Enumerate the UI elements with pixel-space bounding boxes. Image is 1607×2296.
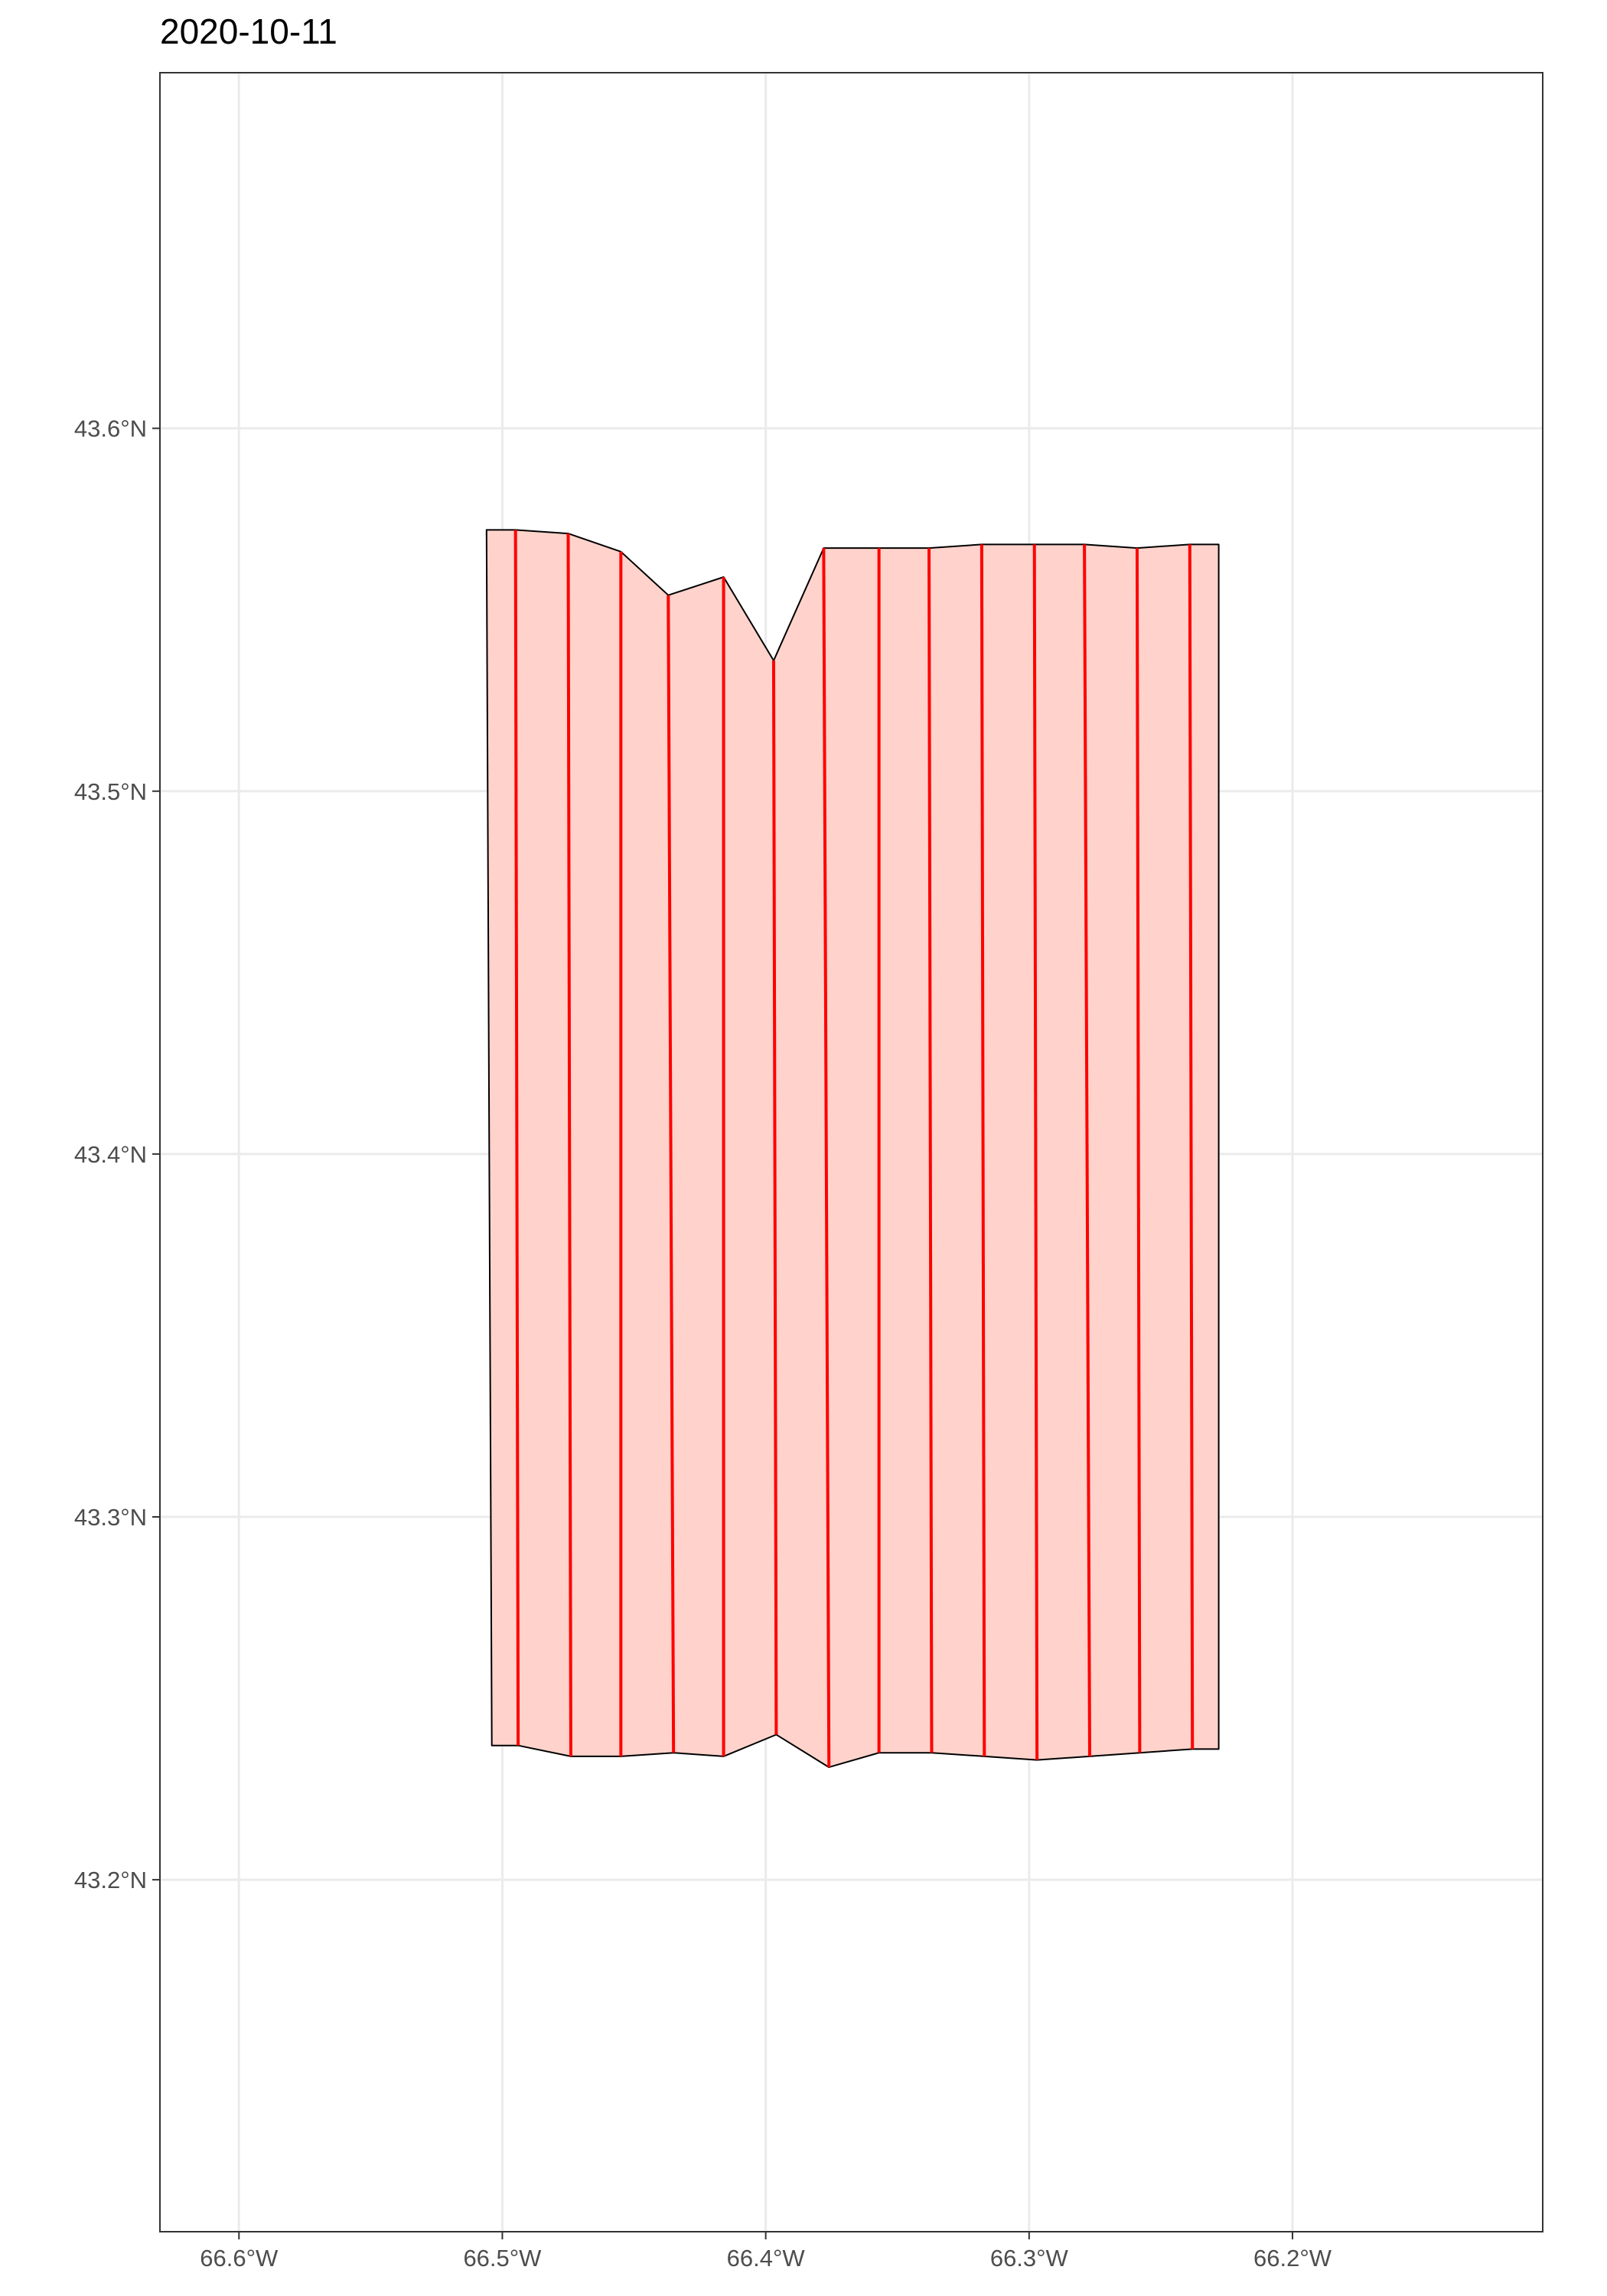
axes: 66.6°W 66.5°W 66.4°W 66.3°W 66.2°W 43.2°N 43.3…	[74, 416, 1332, 2272]
y-tick-label: 43.4°N	[74, 1141, 147, 1168]
track-line	[1032, 544, 1039, 1760]
x-tick-label: 66.4°W	[727, 2245, 806, 2272]
track-line	[1135, 548, 1142, 1753]
track-line	[822, 548, 831, 1768]
map-title: 2020-10-11	[160, 11, 337, 51]
x-tick-label: 66.3°W	[990, 2245, 1069, 2272]
x-tick-label: 66.5°W	[463, 2245, 542, 2272]
x-tick-label: 66.6°W	[200, 2245, 279, 2272]
y-tick-label: 43.6°N	[74, 416, 147, 442]
track-line	[1083, 544, 1091, 1756]
track-line	[1188, 544, 1195, 1750]
track-line	[980, 544, 986, 1756]
track-line	[927, 548, 934, 1753]
y-tick-label: 43.3°N	[74, 1504, 147, 1531]
survey-polygon	[485, 529, 1220, 1769]
panel-border	[159, 72, 1543, 2232]
y-tick-label: 43.5°N	[74, 778, 147, 805]
x-tick-label: 66.2°W	[1253, 2245, 1332, 2272]
track-line	[667, 595, 676, 1753]
survey-area	[485, 529, 1220, 1769]
track-line	[771, 660, 778, 1735]
track-line	[566, 533, 572, 1756]
track-line	[513, 530, 520, 1746]
y-tick-label: 43.2°N	[74, 1867, 147, 1893]
survey-track-lines	[513, 530, 1195, 1768]
